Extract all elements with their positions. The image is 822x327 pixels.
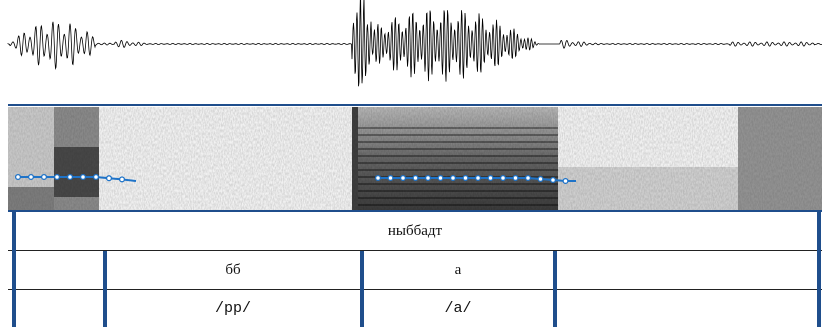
pitch-point [551,178,556,183]
segment-interval[interactable] [8,251,105,289]
tier-word[interactable]: ныббадт [8,212,822,251]
waveform-trace [8,0,822,86]
segment-interval[interactable]: а [361,251,555,289]
tier-segments[interactable]: бб а [8,251,822,290]
pitch-point [538,177,543,182]
pitch-point [513,176,518,181]
pitch-point [526,176,531,181]
phoneme-interval[interactable] [555,290,822,327]
pitch-point [438,176,443,181]
boundary-right-edge[interactable] [817,212,821,327]
waveform-panel[interactable] [0,0,822,107]
pitch-point [501,176,506,181]
phoneme-interval[interactable]: /a/ [361,290,555,327]
pitch-point [42,175,47,180]
pitch-point [107,176,112,181]
pitch-point [120,177,125,182]
boundary-2[interactable] [360,251,364,327]
segment-interval[interactable] [555,251,822,289]
pitch-point [16,175,21,180]
pitch-point [401,176,406,181]
pitch-point [388,176,393,181]
pitch-point [376,176,381,181]
pitch-point [563,179,568,184]
pitch-point [68,175,73,180]
tier-phonemes[interactable]: /pp/ /a/ [8,290,822,327]
pitch-point [488,176,493,181]
segment-interval[interactable]: бб [105,251,361,289]
pitch-point [451,176,456,181]
boundary-3[interactable] [553,251,557,327]
phoneme-interval[interactable] [8,290,105,327]
word-interval-label[interactable]: ныббадт [8,212,822,250]
spectrogram-panel[interactable] [8,107,822,212]
pitch-point [426,176,431,181]
pitch-point [476,176,481,181]
pitch-point [29,175,34,180]
phoneme-interval[interactable]: /pp/ [105,290,361,327]
pitch-point [55,175,60,180]
pitch-point [81,175,86,180]
boundary-left-edge[interactable] [12,212,16,327]
pitch-point [94,175,99,180]
pitch-point [413,176,418,181]
boundary-1[interactable] [103,251,107,327]
pitch-point [463,176,468,181]
